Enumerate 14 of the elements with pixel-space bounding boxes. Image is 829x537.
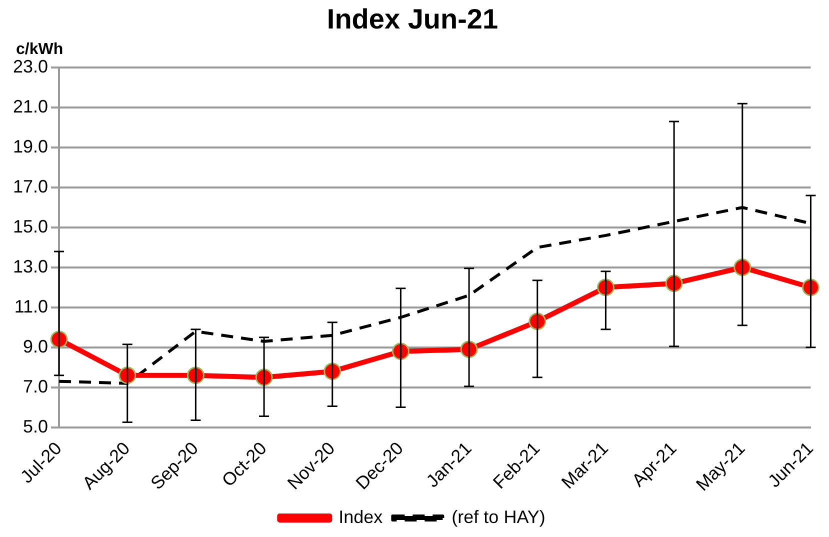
- y-tick-label: 19.0: [12, 136, 48, 156]
- y-tick-label: 7.0: [23, 376, 48, 396]
- legend-label: (ref to HAY): [452, 506, 546, 527]
- legend-label: Index: [338, 506, 383, 527]
- y-tick-label: 13.0: [12, 256, 48, 276]
- y-axis-title: c/kWh: [16, 41, 64, 58]
- y-tick-label: 21.0: [12, 96, 48, 117]
- y-tick-label: 17.0: [12, 176, 48, 196]
- y-tick-label: 5.0: [23, 416, 48, 436]
- y-tick-label: 11.0: [14, 296, 48, 316]
- chart-title: Index Jun-21: [326, 4, 498, 35]
- y-tick-label: 9.0: [23, 336, 48, 356]
- y-tick-label: 15.0: [12, 216, 48, 236]
- y-tick-label: 23.0: [12, 56, 48, 77]
